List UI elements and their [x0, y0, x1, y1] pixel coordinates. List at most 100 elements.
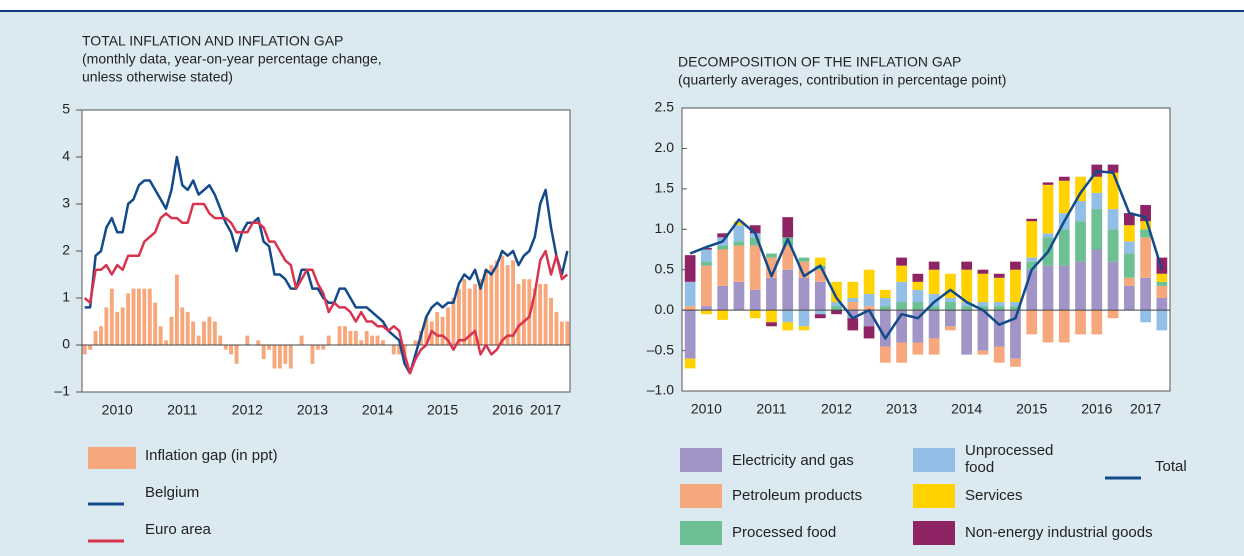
legend-label: Non-energy industrial goods — [965, 524, 1153, 541]
legend-swatch — [913, 521, 955, 545]
bar-segment — [1091, 249, 1103, 311]
bar-segment — [782, 322, 794, 331]
legend-swatch — [680, 448, 722, 472]
legend-swatch — [88, 447, 136, 469]
bar-segment — [1091, 176, 1103, 193]
bar — [120, 307, 125, 345]
bar-segment — [814, 269, 826, 282]
bar-segment — [749, 237, 761, 246]
bar-segment — [798, 326, 810, 331]
bar — [554, 312, 559, 345]
bar-segment — [977, 306, 989, 311]
bar-segment — [684, 358, 696, 369]
x-tick-label: 2014 — [951, 401, 982, 417]
bar-segment — [798, 257, 810, 262]
bar-segment — [1058, 176, 1070, 181]
x-tick-label: 2017 — [1130, 401, 1161, 417]
bar-segment — [879, 306, 891, 311]
bar-segment — [847, 281, 859, 299]
bar-segment — [977, 350, 989, 355]
bar-segment — [896, 281, 907, 303]
bar-segment — [831, 302, 842, 307]
bar-segment — [1042, 310, 1054, 343]
bar-segment — [879, 346, 891, 363]
x-tick-label: 2011 — [167, 402, 197, 418]
y-tick-label: 5 — [62, 101, 70, 117]
x-tick-label: 2016 — [1081, 401, 1112, 417]
bar — [261, 345, 266, 360]
bar-segment — [1140, 205, 1151, 222]
y-tick-label: –0.5 — [647, 341, 674, 357]
bar-segment — [1123, 277, 1135, 286]
bar-segment — [684, 281, 696, 307]
bar — [174, 274, 179, 345]
bar-segment — [701, 247, 712, 250]
x-tick-label: 2015 — [427, 402, 458, 418]
bar-segment — [1123, 213, 1135, 226]
legend-label: Electricity and gas — [732, 452, 854, 469]
legend-swatch — [680, 484, 722, 508]
bar-segment — [945, 310, 956, 327]
bar-segment — [1058, 265, 1070, 311]
bar-segment — [684, 310, 696, 359]
bar-segment — [1058, 180, 1070, 214]
bar — [353, 330, 358, 345]
bar-segment — [993, 302, 1005, 307]
bar-segment — [831, 281, 842, 303]
bar — [543, 283, 548, 345]
bar-segment — [1042, 184, 1054, 234]
bar-segment — [1156, 273, 1168, 282]
bar-segment — [863, 269, 875, 294]
bar — [142, 288, 147, 345]
bar — [191, 321, 196, 345]
bar-segment — [993, 310, 1005, 347]
bar-segment — [766, 257, 777, 278]
y-tick-label: –1 — [54, 383, 70, 399]
bar — [267, 345, 272, 350]
y-tick-label: 1.0 — [655, 220, 675, 236]
bar-segment — [912, 310, 924, 343]
bar-segment — [945, 298, 956, 303]
y-tick-label: 4 — [62, 148, 70, 164]
bar — [147, 288, 152, 345]
bar-segment — [733, 281, 745, 311]
bar — [109, 288, 114, 345]
bar — [321, 345, 326, 350]
legend-label: Processed food — [732, 524, 837, 541]
bar-segment — [879, 310, 891, 347]
chart-title: TOTAL INFLATION AND INFLATION GAP — [82, 33, 343, 49]
x-tick-label: 2013 — [297, 402, 328, 418]
bar-segment — [863, 306, 875, 311]
bar-segment — [1010, 358, 1021, 367]
bar — [164, 340, 168, 345]
bar-segment — [847, 298, 859, 303]
bar — [494, 260, 499, 345]
bar — [489, 265, 494, 345]
bar — [413, 340, 418, 345]
plot-area — [681, 107, 1171, 392]
bar — [364, 330, 369, 345]
bar-segment — [847, 310, 859, 319]
bar-segment — [1010, 310, 1021, 359]
bar-segment — [733, 241, 745, 246]
bar-segment — [733, 245, 745, 282]
bar-segment — [717, 233, 729, 238]
bar-segment — [1107, 172, 1119, 210]
bar-segment — [896, 257, 907, 266]
bar-segment — [814, 310, 826, 315]
x-tick-label: 2012 — [232, 402, 263, 418]
bar-segment — [863, 293, 875, 307]
bar — [196, 335, 201, 345]
bar-segment — [928, 306, 940, 311]
bar — [424, 316, 429, 345]
bar-segment — [1156, 298, 1168, 311]
y-tick-label: 2.5 — [655, 99, 675, 115]
bar-segment — [928, 261, 940, 270]
bar — [511, 260, 516, 345]
bar-segment — [912, 273, 924, 282]
bar-segment — [1042, 182, 1054, 185]
bar — [337, 326, 342, 345]
bar-segment — [1156, 310, 1168, 331]
